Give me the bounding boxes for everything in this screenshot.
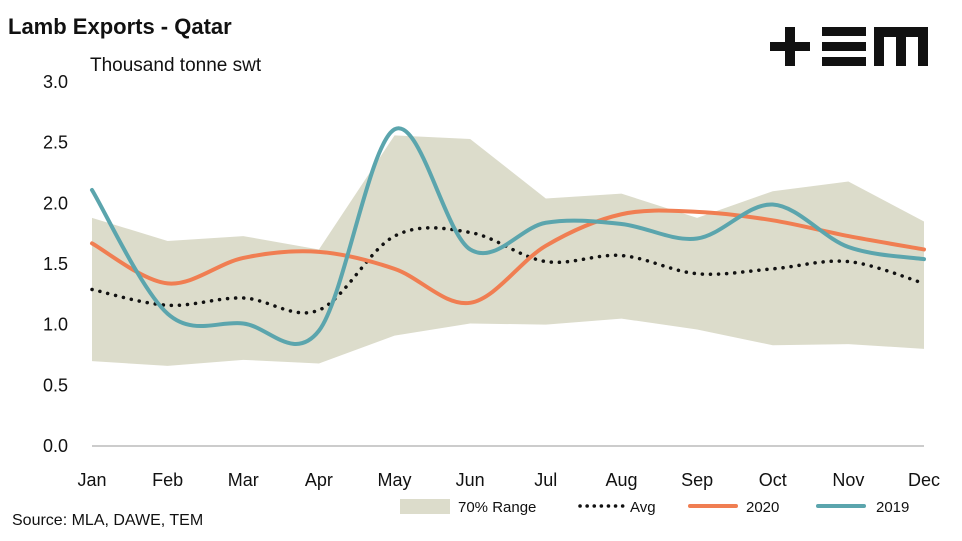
tem-logo xyxy=(770,27,928,66)
x-tick-label: Nov xyxy=(832,470,864,490)
x-tick-label: Jan xyxy=(77,470,106,490)
x-tick-label: Jul xyxy=(534,470,557,490)
range-band xyxy=(92,135,924,366)
x-tick-label: Sep xyxy=(681,470,713,490)
legend-swatch-range xyxy=(400,499,450,514)
series-line-2020 xyxy=(90,208,926,306)
x-tick-label: Feb xyxy=(152,470,183,490)
y-tick-label: 2.0 xyxy=(43,193,68,213)
series-line-avg xyxy=(90,226,926,315)
y-tick-label: 1.5 xyxy=(43,254,68,274)
x-tick-label: Oct xyxy=(759,470,787,490)
legend-label-2020: 2020 xyxy=(746,499,779,516)
x-tick-label: May xyxy=(378,470,412,490)
y-tick-label: 0.5 xyxy=(43,375,68,395)
legend-label-2019: 2019 xyxy=(876,499,909,516)
y-tick-label: 2.5 xyxy=(43,133,68,153)
x-tick-label: Jun xyxy=(456,470,485,490)
y-tick-label: 1.0 xyxy=(43,315,68,335)
legend-label-avg: Avg xyxy=(630,499,656,516)
x-tick-label: Aug xyxy=(605,470,637,490)
chart-title: Lamb Exports - Qatar xyxy=(8,14,232,39)
x-tick-label: Dec xyxy=(908,470,940,490)
source-note: Source: MLA, DAWE, TEM xyxy=(12,512,204,529)
series-line-2019 xyxy=(90,126,926,346)
x-tick-label: Apr xyxy=(305,470,333,490)
y-tick-label: 3.0 xyxy=(43,72,68,92)
x-tick-label: Mar xyxy=(228,470,259,490)
y-axis-unit-label: Thousand tonne swt xyxy=(90,55,262,76)
y-tick-label: 0.0 xyxy=(43,436,68,456)
legend-label-range: 70% Range xyxy=(458,499,536,516)
